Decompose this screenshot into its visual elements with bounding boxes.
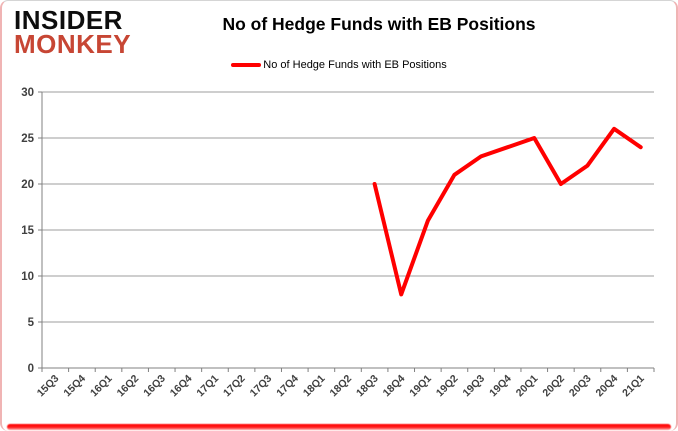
legend-line-marker — [231, 62, 262, 68]
card-bottom-red-bar — [7, 424, 671, 430]
x-tick-label: 16Q3 — [141, 373, 168, 400]
logo-insider: INSIDER — [14, 5, 123, 35]
x-tick-label: 19Q1 — [407, 373, 434, 400]
x-tick-label: 17Q1 — [194, 373, 221, 400]
x-tick-label: 15Q4 — [61, 373, 88, 400]
x-tick-label: 20Q3 — [567, 373, 594, 400]
x-tick-label: 20Q4 — [594, 373, 621, 400]
x-tick-label: 19Q3 — [461, 373, 488, 400]
legend-label: No of Hedge Funds with EB Positions — [263, 59, 447, 71]
x-tick-label: 21Q1 — [620, 373, 647, 400]
x-tick-label: 16Q2 — [115, 373, 142, 400]
y-tick-label: 15 — [21, 225, 34, 237]
x-tick-label: 17Q3 — [248, 373, 275, 400]
y-tick-label: 10 — [21, 271, 34, 283]
x-tick-label: 16Q1 — [88, 373, 115, 400]
x-tick-label: 18Q4 — [381, 373, 408, 400]
y-tick-label: 20 — [21, 179, 34, 191]
y-tick-label: 0 — [28, 363, 34, 375]
y-tick-label: 5 — [28, 317, 35, 329]
y-tick-label: 30 — [21, 87, 34, 99]
chart-title: No of Hedge Funds with EB Positions — [222, 14, 536, 34]
x-tick-label: 15Q3 — [35, 373, 62, 400]
x-tick-label: 19Q4 — [487, 373, 514, 400]
x-tick-label: 18Q1 — [301, 373, 328, 400]
y-tick-label: 25 — [21, 133, 34, 145]
x-tick-label: 18Q3 — [354, 373, 381, 400]
logo: INSIDER MONKEY — [14, 5, 132, 59]
x-tick-label: 17Q4 — [274, 373, 301, 400]
x-tick-label: 17Q2 — [221, 373, 248, 400]
series-line — [372, 126, 643, 297]
x-tick-label: 16Q4 — [168, 373, 195, 400]
legend: No of Hedge Funds with EB Positions — [2, 58, 676, 72]
x-tick-label: 20Q1 — [514, 373, 541, 400]
x-tick-label: 20Q2 — [540, 373, 567, 400]
logo-monkey: MONKEY — [14, 28, 132, 59]
x-tick-label: 18Q2 — [327, 373, 354, 400]
x-tick-label: 19Q2 — [434, 373, 461, 400]
